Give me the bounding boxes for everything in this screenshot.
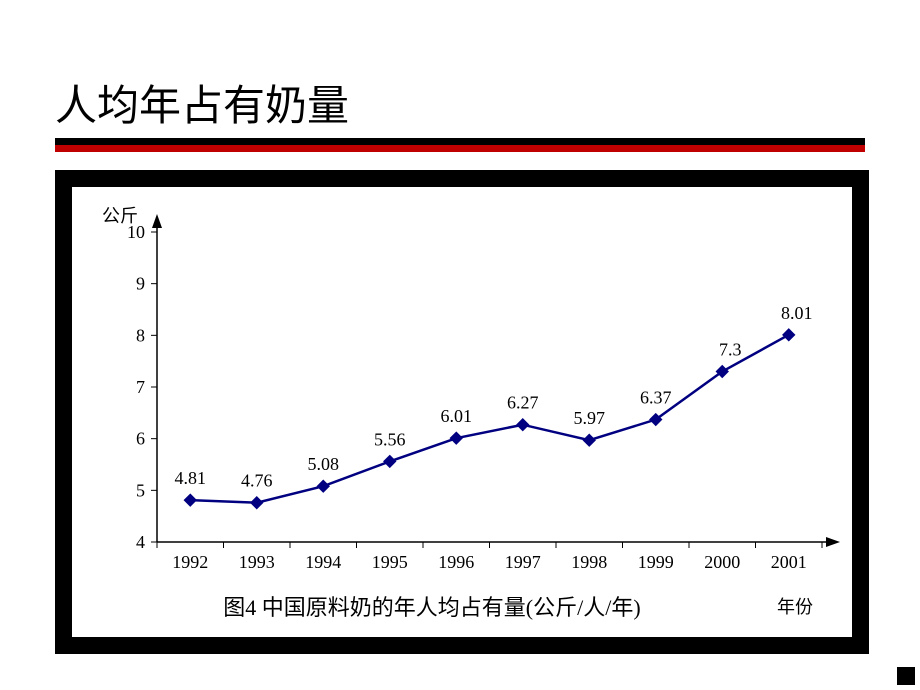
slide-title: 人均年占有奶量 [55, 84, 349, 130]
svg-text:1994: 1994 [305, 552, 341, 572]
svg-text:7: 7 [136, 377, 145, 397]
slide: 人均年占有奶量 公斤456789101992199319941995199619… [0, 0, 920, 690]
svg-text:8.01: 8.01 [781, 303, 813, 323]
svg-text:6.37: 6.37 [640, 388, 672, 408]
svg-text:2001: 2001 [771, 552, 807, 572]
svg-text:9: 9 [136, 274, 145, 294]
svg-text:10: 10 [127, 222, 145, 242]
corner-decoration [897, 667, 915, 685]
svg-text:1992: 1992 [172, 552, 208, 572]
svg-text:4.76: 4.76 [241, 471, 273, 491]
svg-text:1993: 1993 [239, 552, 275, 572]
svg-text:4.81: 4.81 [175, 468, 207, 488]
line-chart: 公斤45678910199219931994199519961997199819… [72, 187, 852, 637]
title-rule-black [55, 138, 865, 145]
svg-text:1998: 1998 [571, 552, 607, 572]
title-rule-red [55, 145, 865, 152]
chart-container: 公斤45678910199219931994199519961997199819… [55, 170, 869, 654]
svg-text:2000: 2000 [704, 552, 740, 572]
svg-text:图4 中国原料奶的年人均占有量(公斤/人/年): 图4 中国原料奶的年人均占有量(公斤/人/年) [223, 595, 640, 620]
svg-text:5.08: 5.08 [308, 454, 340, 474]
svg-text:1999: 1999 [638, 552, 674, 572]
svg-text:5.97: 5.97 [574, 408, 606, 428]
svg-text:7.3: 7.3 [719, 340, 742, 360]
svg-text:年份: 年份 [777, 597, 813, 617]
svg-text:6.27: 6.27 [507, 393, 539, 413]
svg-text:1996: 1996 [438, 552, 474, 572]
svg-text:8: 8 [136, 325, 145, 345]
slide-title-block: 人均年占有奶量 [55, 72, 865, 133]
svg-text:4: 4 [136, 532, 145, 552]
svg-text:1995: 1995 [372, 552, 408, 572]
svg-text:6: 6 [136, 429, 145, 449]
svg-text:6.01: 6.01 [441, 406, 473, 426]
svg-text:5.56: 5.56 [374, 429, 406, 449]
svg-text:5: 5 [136, 480, 145, 500]
svg-text:1997: 1997 [505, 552, 541, 572]
